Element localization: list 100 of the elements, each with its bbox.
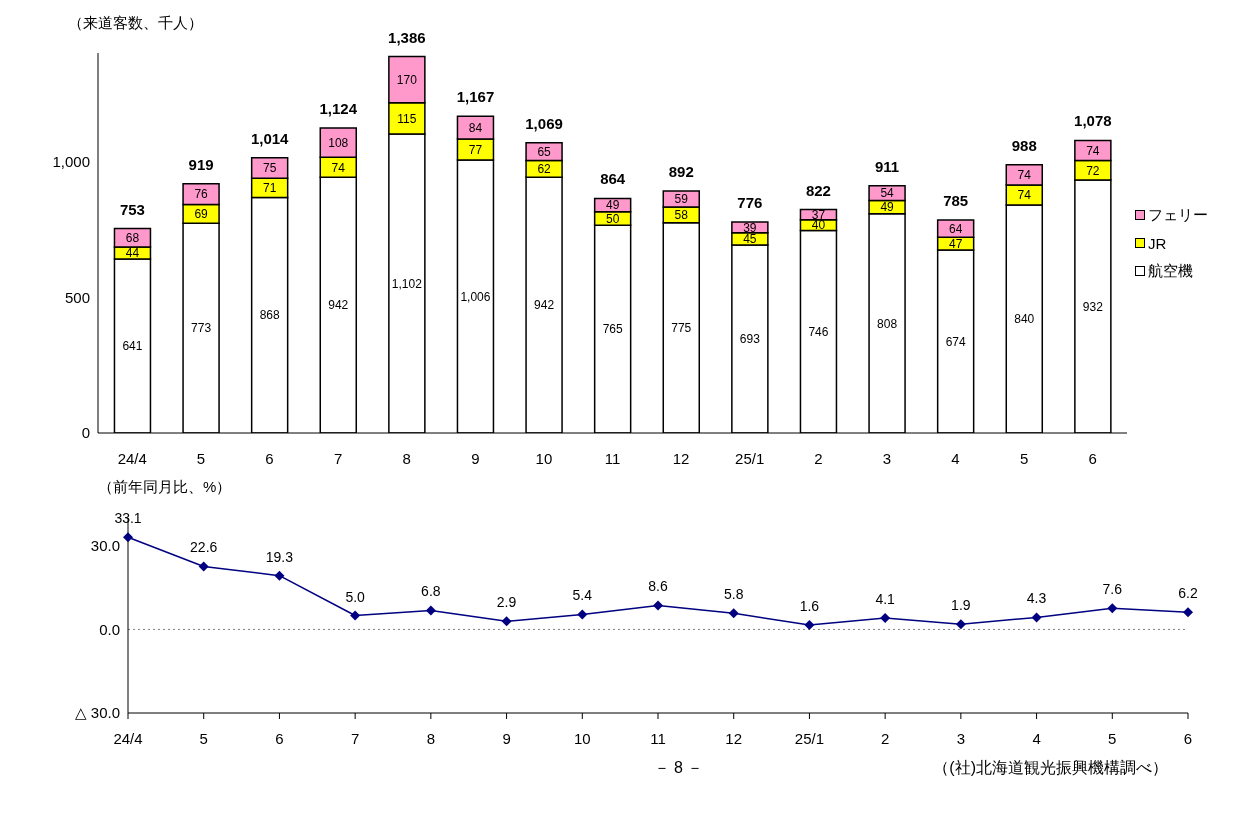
total-label: 911	[874, 157, 900, 175]
data-label: 8.6	[648, 578, 668, 595]
y-tick-label: 500	[64, 288, 90, 306]
y-tick-label: 0	[81, 424, 90, 442]
data-label: 74	[1017, 188, 1032, 203]
x-tick-label: 5	[1019, 449, 1029, 467]
total-label: 892	[668, 162, 694, 180]
data-label: 22.6	[190, 539, 218, 556]
x-tick-label: 6	[1183, 729, 1193, 747]
x-tick-label: 8	[402, 449, 411, 467]
x-tick-label: 2	[880, 729, 890, 747]
data-label: 1.9	[951, 597, 971, 614]
y-tick-label: △ 30.0	[75, 704, 120, 722]
data-label: 765	[602, 322, 623, 337]
data-label: 840	[1014, 312, 1035, 327]
data-label: 775	[671, 321, 692, 336]
y-axis-title: （来道客数、千人）	[68, 14, 203, 33]
x-tick-label: 9	[471, 449, 480, 467]
data-label: 75	[262, 161, 277, 176]
point	[198, 561, 209, 572]
data-label: 71	[262, 181, 277, 196]
point	[955, 619, 966, 630]
point	[1107, 603, 1118, 614]
y-axis-title: （前年同月比、%）	[98, 478, 232, 497]
data-label: 2.9	[496, 594, 517, 611]
x-tick-label: 10	[535, 449, 553, 467]
data-label: 77	[468, 142, 483, 157]
data-label: 108	[328, 135, 349, 150]
x-tick-label: 8	[426, 729, 436, 747]
point	[501, 616, 512, 627]
total-label: 785	[943, 191, 969, 209]
x-tick-label: 5	[1108, 729, 1117, 747]
y-tick-label: 0.0	[99, 620, 120, 638]
x-tick-label: 25/1	[735, 449, 765, 467]
point	[425, 605, 436, 616]
data-label: 746	[808, 325, 829, 340]
data-label: 942	[534, 298, 555, 313]
data-label: 5.4	[572, 587, 593, 604]
legend-label: 航空機	[1148, 261, 1193, 281]
data-label: 59	[674, 192, 689, 207]
x-tick-label: 7	[333, 449, 343, 467]
y-tick-label: 30.0	[90, 537, 120, 555]
data-label: 4.3	[1026, 590, 1047, 607]
y-tick-label: 1,000	[52, 152, 90, 170]
data-label: 19.3	[265, 548, 294, 565]
data-label: 64	[948, 221, 963, 236]
point	[274, 570, 285, 581]
point	[1031, 612, 1042, 623]
x-tick-label: 4	[1032, 729, 1041, 747]
point	[728, 608, 739, 619]
data-label: 74	[1017, 168, 1032, 183]
data-label: 641	[122, 339, 143, 354]
data-label: 74	[1086, 143, 1100, 158]
x-tick-label: 25/1	[794, 729, 825, 747]
data-label: 69	[194, 207, 209, 222]
data-label: 932	[1082, 299, 1104, 314]
data-label: 47	[948, 236, 963, 251]
x-tick-label: 3	[882, 449, 892, 467]
total-label: 822	[805, 181, 831, 199]
data-label: 115	[397, 111, 417, 126]
data-label: 72	[1086, 163, 1100, 178]
x-tick-label: 6	[265, 449, 274, 467]
data-label: 1.6	[799, 597, 820, 614]
x-tick-label: 11	[650, 729, 666, 747]
data-label: 6.8	[421, 583, 441, 600]
data-label: 45	[743, 232, 757, 247]
data-label: 7.6	[1102, 581, 1123, 598]
text: （(社)北海道観光振興機構調べ）	[933, 758, 1168, 778]
data-label: 5.0	[345, 588, 366, 605]
data-label: 44	[125, 246, 140, 261]
x-tick-label: 6	[275, 729, 284, 747]
total-label: 776	[737, 194, 763, 212]
data-label: 6.2	[1178, 585, 1198, 602]
legend-label: フェリー	[1148, 205, 1208, 225]
total-label: 1,014	[250, 129, 290, 147]
total-label: 1,069	[525, 114, 563, 132]
data-label: 773	[191, 321, 212, 336]
x-tick-label: 12	[672, 449, 690, 467]
x-tick-label: 6	[1088, 449, 1097, 467]
point	[804, 619, 815, 630]
point	[350, 610, 361, 621]
legend-label: JR	[1148, 234, 1167, 252]
total-label: 1,386	[388, 28, 426, 46]
text: － 8 －	[653, 758, 704, 778]
total-label: 753	[119, 200, 145, 218]
x-tick-label: 5	[196, 449, 206, 467]
x-tick-label: 7	[350, 729, 360, 747]
x-tick-label: 2	[814, 449, 823, 467]
data-label: 4.1	[875, 591, 896, 608]
data-label: 1,006	[460, 289, 491, 304]
x-tick-label: 24/4	[117, 449, 147, 467]
total-label: 1,078	[1074, 112, 1112, 130]
data-label: 39	[743, 220, 757, 235]
total-label: 919	[188, 155, 214, 173]
data-label: 33.1	[114, 510, 142, 527]
total-label: 988	[1011, 136, 1037, 154]
data-label: 50	[605, 211, 620, 226]
data-label: 84	[468, 120, 483, 135]
data-label: 693	[739, 332, 761, 347]
data-label: 62	[537, 162, 552, 177]
